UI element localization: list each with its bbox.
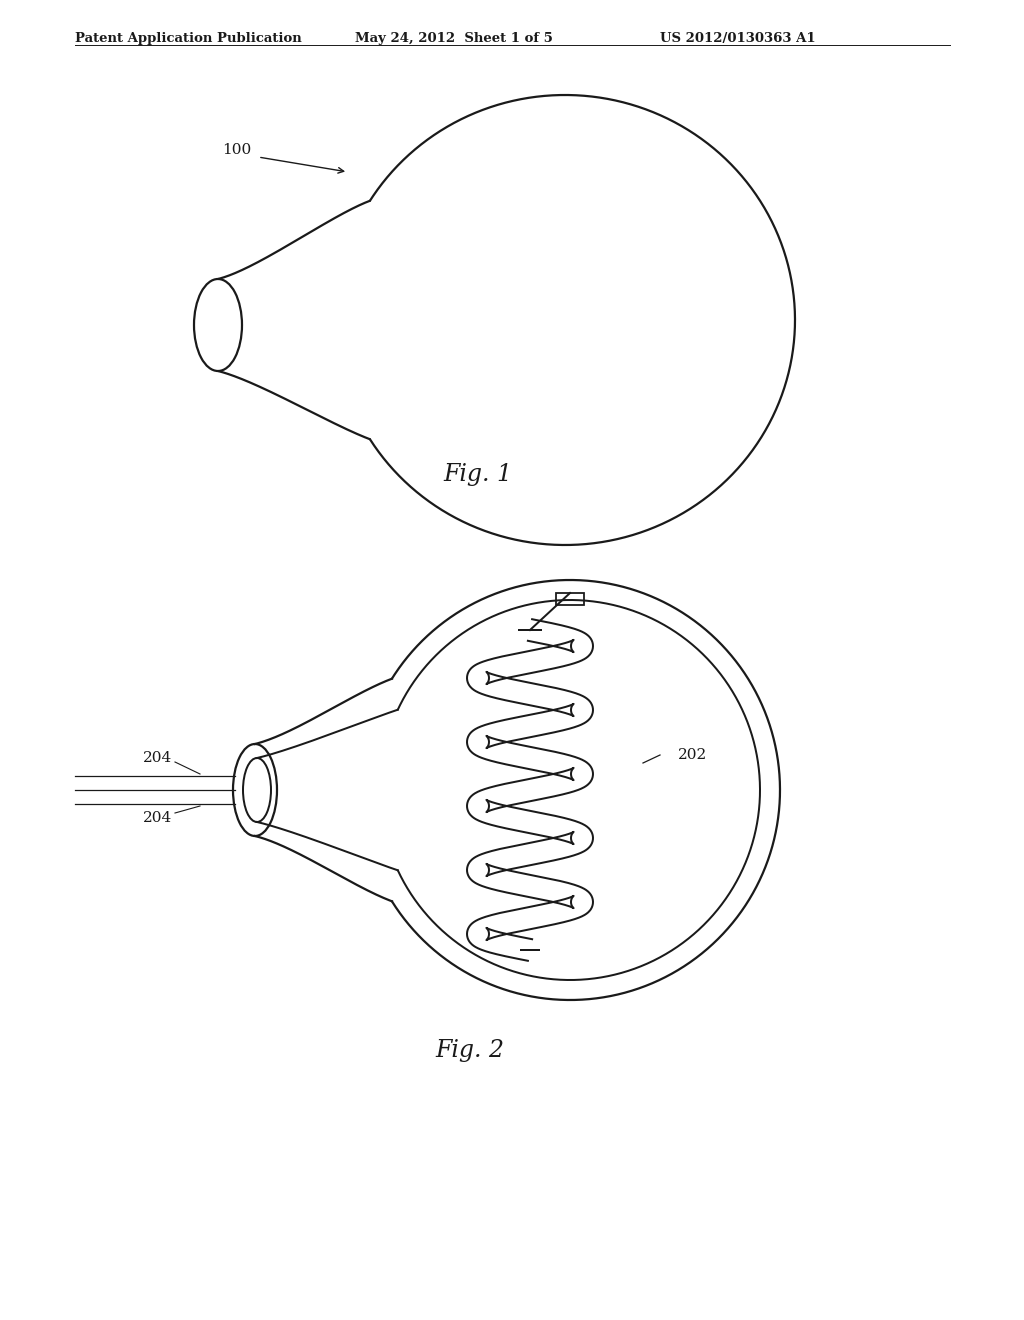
Text: 100: 100 — [222, 143, 251, 157]
Text: Fig. 1: Fig. 1 — [443, 463, 512, 487]
Text: 204: 204 — [143, 810, 172, 825]
Text: Fig. 2: Fig. 2 — [435, 1039, 505, 1061]
Text: May 24, 2012  Sheet 1 of 5: May 24, 2012 Sheet 1 of 5 — [355, 32, 553, 45]
Text: US 2012/0130363 A1: US 2012/0130363 A1 — [660, 32, 816, 45]
Text: Patent Application Publication: Patent Application Publication — [75, 32, 302, 45]
Text: 204: 204 — [143, 751, 172, 766]
Text: 202: 202 — [678, 748, 708, 762]
Bar — [556, 593, 584, 605]
